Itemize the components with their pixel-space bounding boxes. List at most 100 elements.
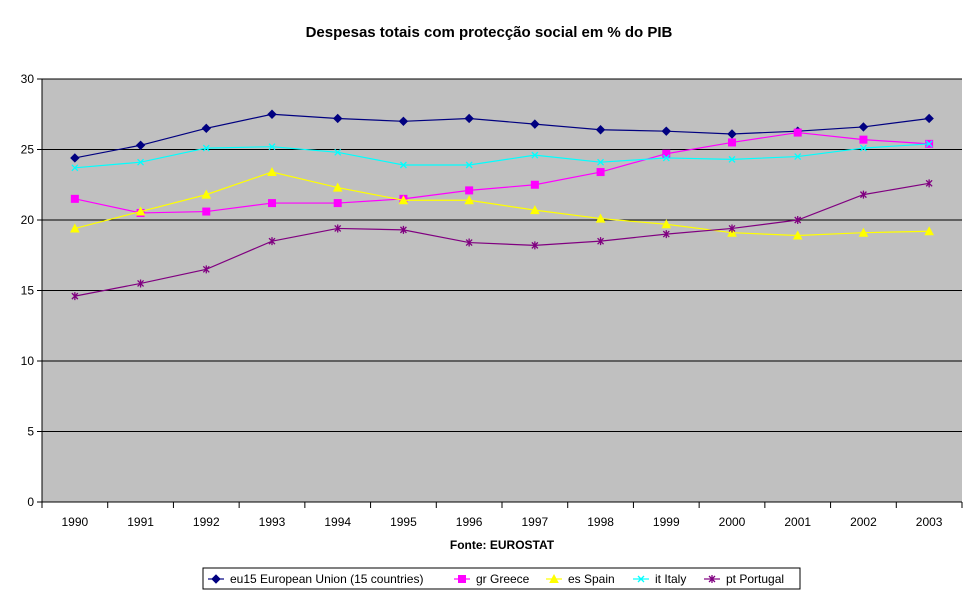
gridlines <box>42 78 962 432</box>
x-tick-label: 2000 <box>719 515 746 529</box>
y-axis: 0 5 10 15 20 25 30 <box>21 72 43 509</box>
y-tick-label: 5 <box>27 425 34 439</box>
legend-entry-2: es Spain <box>546 572 615 586</box>
series-line <box>74 143 930 169</box>
data-point <box>71 292 79 301</box>
data-point <box>662 154 670 162</box>
y-tick-label: 25 <box>21 143 35 157</box>
data-point <box>201 189 212 199</box>
legend-marker <box>458 575 466 583</box>
series-4 <box>71 179 933 301</box>
x-axis: 1990 1991 1992 1993 1994 1995 1996 1997 1998 1999… <box>41 501 963 529</box>
legend: eu15 European Union (15 countries) gr Gre… <box>202 567 801 590</box>
data-point <box>924 226 934 236</box>
data-point <box>137 158 145 166</box>
legend-label: eu15 European Union (15 countries) <box>230 572 423 586</box>
data-point <box>924 113 934 124</box>
data-point <box>794 216 802 224</box>
data-point <box>728 138 736 147</box>
x-tick-label: 1998 <box>587 515 614 529</box>
x-tick-label: 1995 <box>390 515 417 529</box>
data-point <box>858 227 869 237</box>
data-point <box>333 113 343 124</box>
data-point <box>201 123 211 134</box>
series-3 <box>71 140 933 172</box>
series-line <box>74 113 930 159</box>
data-point <box>530 205 540 215</box>
data-point <box>398 116 409 127</box>
data-point <box>71 164 79 172</box>
data-point <box>135 206 146 216</box>
legend-label: pt Portugal <box>726 572 784 586</box>
legend-entry-0: eu15 European Union (15 countries) <box>208 572 423 586</box>
y-tick-label: 20 <box>21 213 35 227</box>
data-point <box>530 119 540 129</box>
data-point <box>794 153 802 161</box>
data-point <box>399 161 407 169</box>
data-point <box>398 195 409 205</box>
data-point <box>595 125 606 135</box>
series-line <box>74 182 930 297</box>
data-point <box>596 168 605 177</box>
x-tick-label: 1994 <box>324 515 351 529</box>
data-point <box>267 109 277 119</box>
x-tick-label: 2001 <box>784 515 811 529</box>
data-point <box>597 237 605 246</box>
data-point <box>793 128 802 137</box>
data-point <box>465 186 474 195</box>
x-tick-label: 2003 <box>916 515 943 529</box>
data-point <box>530 180 539 189</box>
data-point <box>465 238 473 247</box>
x-tick-label: 1996 <box>456 515 483 529</box>
x-tick-label: 1991 <box>127 515 154 529</box>
legend-entry-4: pt Portugal <box>704 572 784 586</box>
legend-marker <box>211 574 221 584</box>
legend-marker <box>549 573 559 583</box>
x-axis-label: Fonte: EUROSTAT <box>450 538 555 552</box>
data-point <box>137 279 145 288</box>
x-tick-label: 1999 <box>653 515 680 529</box>
legend-entry-3: it Italy <box>633 572 686 586</box>
data-point <box>332 182 343 192</box>
x-tick-label: 2002 <box>850 515 877 529</box>
y-tick-label: 0 <box>27 495 34 509</box>
x-tick-label: 1993 <box>259 515 286 529</box>
series-line <box>74 171 930 237</box>
legend-label: it Italy <box>655 572 686 586</box>
legend-marker <box>708 575 716 583</box>
series-2 <box>70 166 934 240</box>
data-point <box>859 135 868 144</box>
data-point <box>661 126 671 136</box>
data-point <box>202 207 211 216</box>
data-point <box>333 199 342 208</box>
data-point <box>792 230 803 240</box>
data-point <box>464 195 474 205</box>
data-point <box>858 122 869 132</box>
series-0 <box>70 109 934 163</box>
data-point <box>727 129 737 139</box>
data-point <box>70 223 80 233</box>
legend-box <box>202 567 801 590</box>
data-point <box>464 113 474 124</box>
data-point <box>135 140 146 150</box>
data-point <box>202 265 210 274</box>
data-point <box>859 144 867 152</box>
y-tick-label: 10 <box>21 354 35 368</box>
data-point <box>267 166 277 177</box>
data-point <box>925 140 933 148</box>
series-line <box>74 131 930 214</box>
chart-title: Despesas totais com protecção social em … <box>306 24 673 41</box>
data-point <box>728 155 736 163</box>
y-tick-label: 15 <box>21 284 35 298</box>
data-point <box>661 219 672 229</box>
legend-label: es Spain <box>568 572 615 586</box>
data-point <box>595 213 606 223</box>
data-point <box>465 161 473 169</box>
data-point <box>202 144 210 152</box>
data-point <box>597 158 605 166</box>
data-point <box>70 194 79 203</box>
data-point <box>399 225 407 234</box>
x-tick-label: 1997 <box>522 515 549 529</box>
data-point <box>662 230 670 239</box>
